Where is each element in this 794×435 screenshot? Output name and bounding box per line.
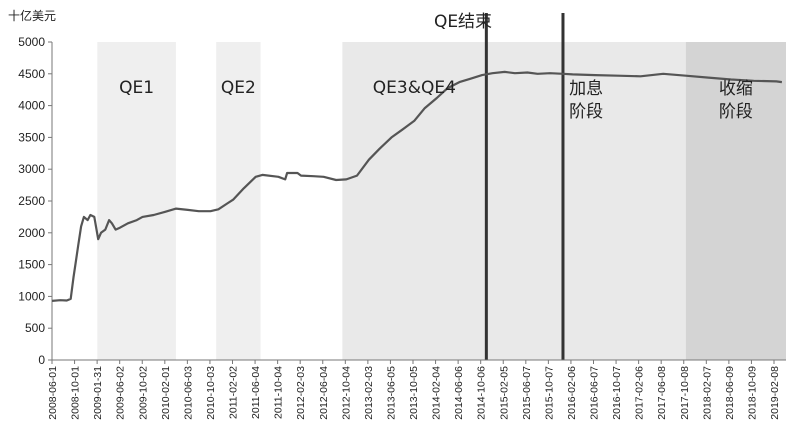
region-labels: QE1 QE2 QE3&QE4 加息阶段 收缩阶段 bbox=[119, 78, 753, 122]
y-tick-label: 0 bbox=[38, 353, 45, 367]
x-tick-label: 2017-02-06 bbox=[634, 366, 646, 420]
x-tick-label: 2018-10-09 bbox=[746, 366, 758, 420]
shaded-regions bbox=[97, 42, 786, 360]
y-tick-label: 2500 bbox=[18, 194, 45, 208]
x-tick-label: 2016-02-06 bbox=[566, 366, 578, 420]
region-band-4 bbox=[486, 42, 686, 360]
x-tick-label: 2010-02-01 bbox=[160, 366, 172, 420]
y-tick-label: 1000 bbox=[18, 289, 45, 303]
x-tick-label: 2014-02-04 bbox=[431, 366, 443, 420]
x-tick-label: 2008-06-01 bbox=[47, 366, 59, 420]
x-tick-label: 2010-10-03 bbox=[205, 366, 217, 420]
y-tick-label: 3000 bbox=[18, 162, 45, 176]
y-tick-label: 2000 bbox=[18, 226, 45, 240]
y-axis-unit-label: 十亿美元 bbox=[8, 8, 56, 23]
x-tick-label: 2015-10-07 bbox=[543, 366, 555, 420]
region-band-5 bbox=[685, 42, 786, 360]
x-tick-label: 2017-06-08 bbox=[656, 366, 668, 420]
y-axis-ticks: 0 500 1000 1500 2000 2500 3000 3500 4000 4500 5000 bbox=[18, 35, 52, 367]
x-axis-ticks: 2008-06-01 2008-10-01 2009-01-31 2009-06-02… bbox=[47, 360, 781, 420]
region-band-3 bbox=[342, 42, 487, 360]
chart-title: QE结束 bbox=[434, 12, 492, 32]
x-tick-label: 2012-06-04 bbox=[318, 366, 330, 420]
x-tick-label: 2019-02-08 bbox=[769, 366, 781, 420]
region-label-1: QE1 bbox=[119, 78, 154, 98]
x-tick-label: 2016-10-07 bbox=[611, 366, 623, 420]
x-tick-label: 2015-02-05 bbox=[498, 366, 510, 420]
qe-end-markers bbox=[484, 13, 565, 360]
region-band-2 bbox=[216, 42, 261, 360]
x-tick-label: 2013-06-05 bbox=[385, 366, 397, 420]
y-tick-label: 3500 bbox=[18, 130, 45, 144]
series-line-1 bbox=[51, 70, 783, 302]
x-tick-label: 2014-10-06 bbox=[476, 366, 488, 420]
x-tick-label: 2009-10-02 bbox=[137, 366, 149, 420]
region-label-4: 加息阶段 bbox=[569, 79, 603, 122]
y-tick-label: 5000 bbox=[18, 35, 45, 49]
x-tick-label: 2013-02-03 bbox=[363, 366, 375, 420]
x-tick-label: 2011-02-02 bbox=[228, 366, 240, 419]
x-tick-label: 2018-06-09 bbox=[724, 366, 736, 420]
region-label-5: 收缩阶段 bbox=[719, 79, 753, 122]
x-tick-label: 2008-10-01 bbox=[70, 366, 82, 420]
x-tick-label: 2012-02-03 bbox=[295, 366, 307, 420]
region-label-3: QE3&QE4 bbox=[373, 78, 456, 98]
x-tick-label: 2011-06-04 bbox=[250, 366, 262, 419]
y-tick-label: 1500 bbox=[18, 258, 45, 272]
x-tick-label: 2017-10-08 bbox=[679, 366, 691, 420]
x-tick-label: 2012-10-04 bbox=[340, 366, 352, 420]
region-label-2: QE2 bbox=[221, 78, 256, 98]
x-tick-label: 2009-06-02 bbox=[115, 366, 127, 420]
y-tick-label: 4000 bbox=[18, 99, 45, 113]
x-tick-label: 2011-10-04 bbox=[273, 366, 285, 419]
y-tick-label: 4500 bbox=[18, 67, 45, 81]
x-tick-label: 2016-06-07 bbox=[589, 366, 601, 420]
region-band-1 bbox=[97, 42, 176, 360]
x-tick-label: 2010-06-03 bbox=[182, 366, 194, 420]
x-tick-label: 2013-10-05 bbox=[408, 366, 420, 420]
x-tick-label: 2009-01-31 bbox=[92, 366, 104, 420]
x-tick-label: 2014-06-06 bbox=[453, 366, 465, 420]
series-layer bbox=[51, 70, 783, 302]
y-tick-label: 500 bbox=[25, 321, 45, 335]
x-tick-label: 2015-06-07 bbox=[521, 366, 533, 420]
x-tick-label: 2018-02-07 bbox=[701, 366, 713, 420]
